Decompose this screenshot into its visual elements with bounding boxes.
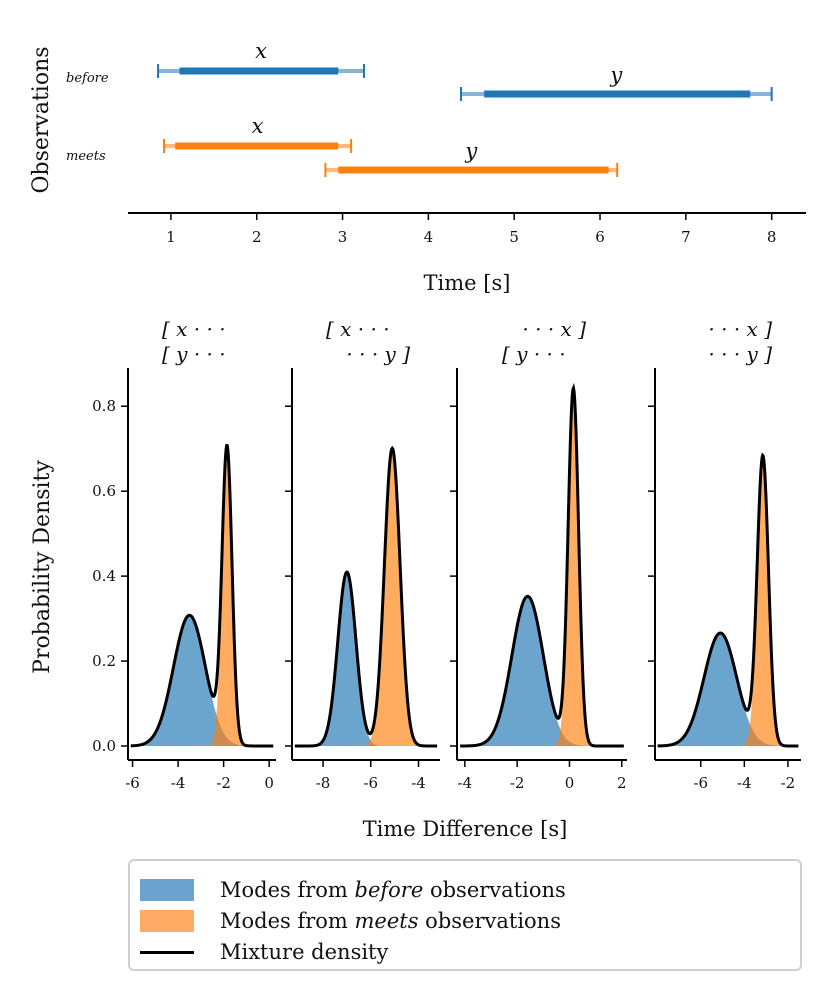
interval-label-x: x	[252, 114, 264, 138]
panel-x-tick-label: 0	[565, 774, 575, 792]
mixture-density-line	[460, 382, 624, 748]
top-x-tick-label: 7	[681, 228, 691, 246]
panel-header-line: · · · y ]	[708, 342, 772, 366]
panel-header-line: [ y · · ·	[162, 342, 226, 366]
top-x-tick-label: 3	[338, 228, 348, 246]
legend-item-mixture: Mixture density	[140, 937, 388, 967]
panel-header-line: [ x · · ·	[162, 317, 226, 341]
top-x-tick-label: 8	[767, 228, 777, 246]
legend-item-meets: Modes from meets observations	[140, 906, 561, 936]
panel-x-tick-label: -6	[125, 774, 140, 792]
legend-line-mixture	[140, 950, 194, 954]
panel-header-line: [ x · · ·	[326, 317, 390, 341]
legend: Modes from before observations Modes fro…	[128, 859, 802, 971]
group-label-meets: meets	[66, 149, 106, 164]
legend-label-meets: Modes from meets observations	[220, 909, 561, 933]
panel-x-tick-label: -4	[171, 774, 186, 792]
panel-header-line: · · · x ]	[522, 317, 586, 341]
panel-x-tick-label: -4	[737, 774, 752, 792]
density-before-area	[460, 596, 624, 746]
panel-x-tick-label: -2	[510, 774, 525, 792]
panel-x-tick-label: -6	[363, 774, 378, 792]
panel-header-line: [ y · · ·	[502, 342, 566, 366]
panel-x-tick-label: 0	[264, 774, 274, 792]
y-tick-label: 0.4	[92, 567, 116, 585]
panel-x-tick-label: -6	[693, 774, 708, 792]
top-x-tick-label: 6	[595, 228, 605, 246]
panel-header-line: · · · y ]	[346, 342, 410, 366]
density-before-area	[130, 615, 274, 746]
legend-label-mixture: Mixture density	[220, 940, 389, 964]
mixture-density-line	[657, 452, 799, 748]
panel-x-tick-label: -4	[458, 774, 473, 792]
panel-x-tick-label: 2	[617, 774, 627, 792]
legend-item-before: Modes from before observations	[140, 875, 566, 905]
top-y-axis-label: Observations	[29, 46, 54, 193]
y-tick-label: 0.2	[92, 652, 116, 670]
group-label-before: before	[66, 71, 109, 86]
y-tick-label: 0.6	[92, 482, 116, 500]
panel-x-tick-label: -2	[216, 774, 231, 792]
top-x-tick-label: 5	[509, 228, 519, 246]
top-x-tick-label: 1	[166, 228, 176, 246]
legend-swatch-meets	[140, 910, 194, 932]
mixture-density-line	[130, 444, 274, 748]
y-tick-label: 0.8	[92, 397, 116, 415]
density-meets-area	[294, 448, 438, 746]
panel-header-line: · · · x ]	[708, 317, 772, 341]
bottom-y-axis-label: Probability Density	[30, 460, 55, 674]
legend-label-before: Modes from before observations	[220, 878, 566, 902]
top-x-tick-label: 2	[252, 228, 262, 246]
density-meets-area	[657, 459, 799, 746]
mixture-density-line	[294, 445, 438, 748]
panel-x-tick-label: -2	[781, 774, 796, 792]
top-x-axis-label: Time [s]	[424, 271, 511, 295]
interval-label-y: y	[464, 139, 478, 163]
top-x-tick-label: 4	[424, 228, 434, 246]
interval-label-x: x	[255, 39, 267, 63]
y-tick-label: 0.0	[92, 737, 116, 755]
panel-x-tick-label: -8	[316, 774, 331, 792]
legend-swatch-before	[140, 879, 194, 901]
panel-x-tick-label: -4	[411, 774, 426, 792]
bottom-x-axis-label: Time Difference [s]	[363, 817, 568, 841]
density-before-area	[657, 633, 799, 746]
interval-label-y: y	[609, 63, 623, 87]
